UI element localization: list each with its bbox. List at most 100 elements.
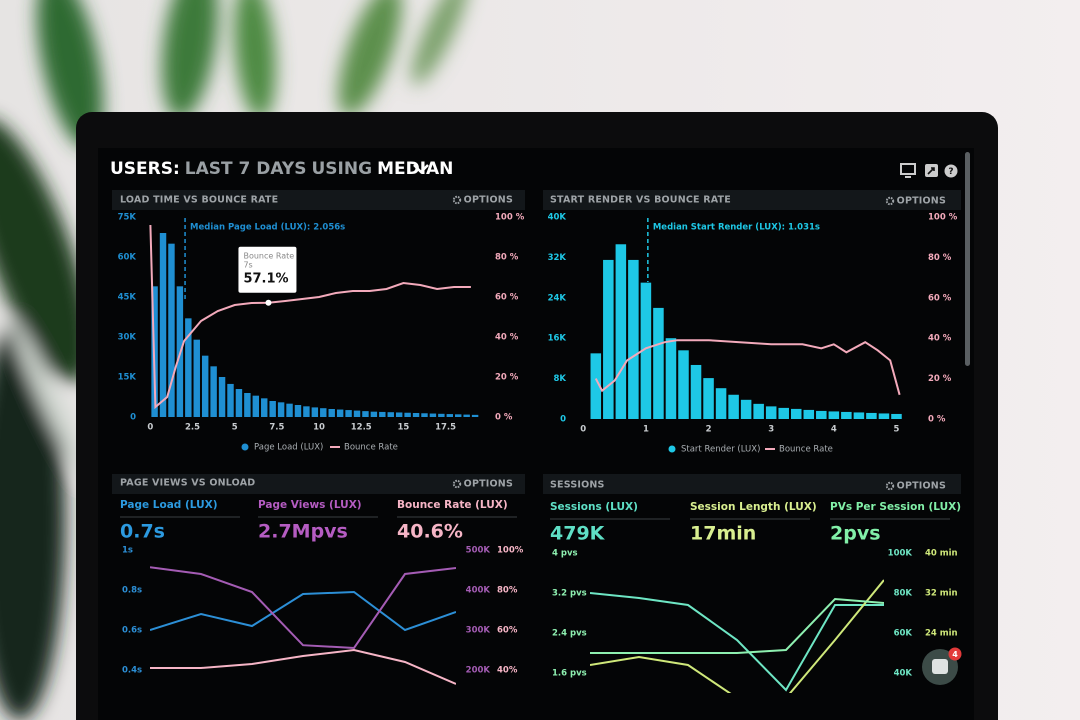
bar — [235, 389, 243, 417]
bar — [421, 413, 428, 417]
bounce-rate-line — [594, 339, 901, 396]
bar — [803, 409, 815, 419]
bar — [370, 411, 378, 417]
y2-tick-label: 500K — [466, 546, 491, 556]
kpi-label: PVs Per Session (LUX) — [830, 501, 961, 513]
panel-title: PAGE VIEWS VS ONLOAD — [120, 478, 255, 489]
y3-tick-label: 32 min — [925, 589, 958, 599]
bounce-rate-line — [149, 224, 471, 410]
legend-label[interactable]: Bounce Rate — [344, 443, 398, 453]
bar — [201, 355, 209, 417]
x-tick-label: 3 — [768, 425, 774, 435]
scrollbar[interactable] — [965, 152, 970, 366]
help-icon[interactable]: ? — [944, 164, 958, 178]
y-tick-label: 1.6 pvs — [552, 669, 587, 679]
tooltip-x: 7s — [243, 260, 252, 269]
chat-badge — [948, 647, 962, 661]
legend-label[interactable]: Start Render (LUX) — [681, 445, 760, 455]
bar — [728, 394, 739, 419]
bar — [387, 412, 394, 417]
bar — [753, 403, 764, 419]
panel-title: SESSIONS — [550, 480, 605, 491]
bar — [615, 244, 627, 419]
bar — [252, 395, 260, 417]
series-line — [150, 590, 456, 632]
median-label: Median Start Render (LUX): 1.031s — [653, 223, 820, 233]
x-tick-label: 7.5 — [269, 423, 284, 433]
options-button[interactable]: OPTIONS — [897, 481, 946, 492]
series-line — [590, 592, 884, 692]
bar — [412, 413, 420, 417]
y-tick-label: 1s — [122, 546, 133, 556]
median-label: Median Page Load (LUX): 2.056s — [190, 223, 345, 233]
y2-tick-label: 60 % — [495, 293, 519, 303]
y2-tick-label: 40 % — [495, 333, 519, 343]
y-tick-label: 0 — [560, 415, 566, 425]
dropdown-chevron[interactable] — [413, 164, 429, 174]
y3-tick-label: 100% — [497, 546, 524, 556]
bar — [878, 413, 890, 419]
bar — [286, 403, 293, 417]
screen — [98, 148, 974, 720]
title-part: LAST 7 DAYS — [185, 159, 307, 179]
title-part[interactable]: MEDIAN — [377, 159, 453, 179]
series-line — [150, 566, 456, 650]
options-icon[interactable] — [452, 479, 462, 489]
legend-label[interactable]: Bounce Rate — [779, 445, 833, 455]
y-tick-label: 8K — [553, 374, 566, 384]
bar — [446, 414, 454, 417]
chat-button[interactable]: 4 — [922, 647, 962, 686]
y3-tick-label: 80% — [497, 586, 518, 596]
tooltip-title: Bounce Rate — [243, 251, 294, 260]
options-icon[interactable] — [885, 481, 895, 491]
y2-tick-label: 80 % — [495, 253, 519, 263]
tooltip-value: 57.1% — [243, 271, 288, 286]
options-icon[interactable] — [452, 195, 462, 205]
y-tick-label: 0.8s — [122, 586, 142, 596]
series-line — [150, 648, 456, 685]
bar — [740, 399, 752, 419]
bar — [404, 412, 411, 417]
title-part: USERS: — [110, 159, 180, 179]
legend-marker — [241, 443, 249, 451]
x-tick-label: 0 — [580, 425, 586, 435]
y2-tick-label: 80K — [894, 589, 913, 599]
series-line — [590, 597, 884, 654]
options-button[interactable]: OPTIONS — [897, 196, 946, 207]
x-tick-label: 17.5 — [435, 423, 456, 433]
bar — [294, 405, 302, 417]
y-tick-label: 0 — [130, 413, 136, 423]
legend-label[interactable]: Page Load (LUX) — [254, 443, 323, 453]
y2-tick-label: 400K — [466, 586, 491, 596]
kpi-label: Page Views (LUX) — [258, 499, 362, 511]
panel-title: START RENDER VS BOUNCE RATE — [550, 195, 731, 206]
x-tick-label: 4 — [831, 425, 837, 435]
bar — [311, 407, 319, 417]
bar — [603, 259, 614, 419]
bar — [320, 408, 327, 417]
x-tick-label: 12.5 — [351, 423, 372, 433]
panel-header — [112, 474, 525, 494]
options-icon[interactable] — [885, 196, 895, 206]
bar — [193, 339, 200, 417]
bar — [227, 383, 234, 417]
bar — [336, 409, 344, 417]
bar — [816, 410, 827, 419]
bar — [185, 318, 192, 417]
monitor-icon[interactable] — [900, 163, 916, 178]
share-icon[interactable] — [925, 164, 938, 177]
bar — [438, 413, 445, 417]
bar — [269, 401, 276, 417]
kpi-label: Session Length (LUX) — [690, 501, 817, 513]
options-button[interactable]: OPTIONS — [464, 195, 513, 206]
y-tick-label: 30K — [118, 333, 137, 343]
y2-tick-label: 0 % — [928, 415, 946, 425]
bar — [362, 411, 369, 417]
y2-tick-label: 200K — [466, 666, 491, 676]
dashboard-title: USERS: LAST 7 DAYS USING MEDIAN — [110, 159, 453, 179]
y2-tick-label: 20 % — [495, 373, 519, 383]
legend-marker — [668, 445, 676, 453]
options-button[interactable]: OPTIONS — [464, 479, 513, 490]
y-tick-label: 60K — [118, 253, 137, 263]
